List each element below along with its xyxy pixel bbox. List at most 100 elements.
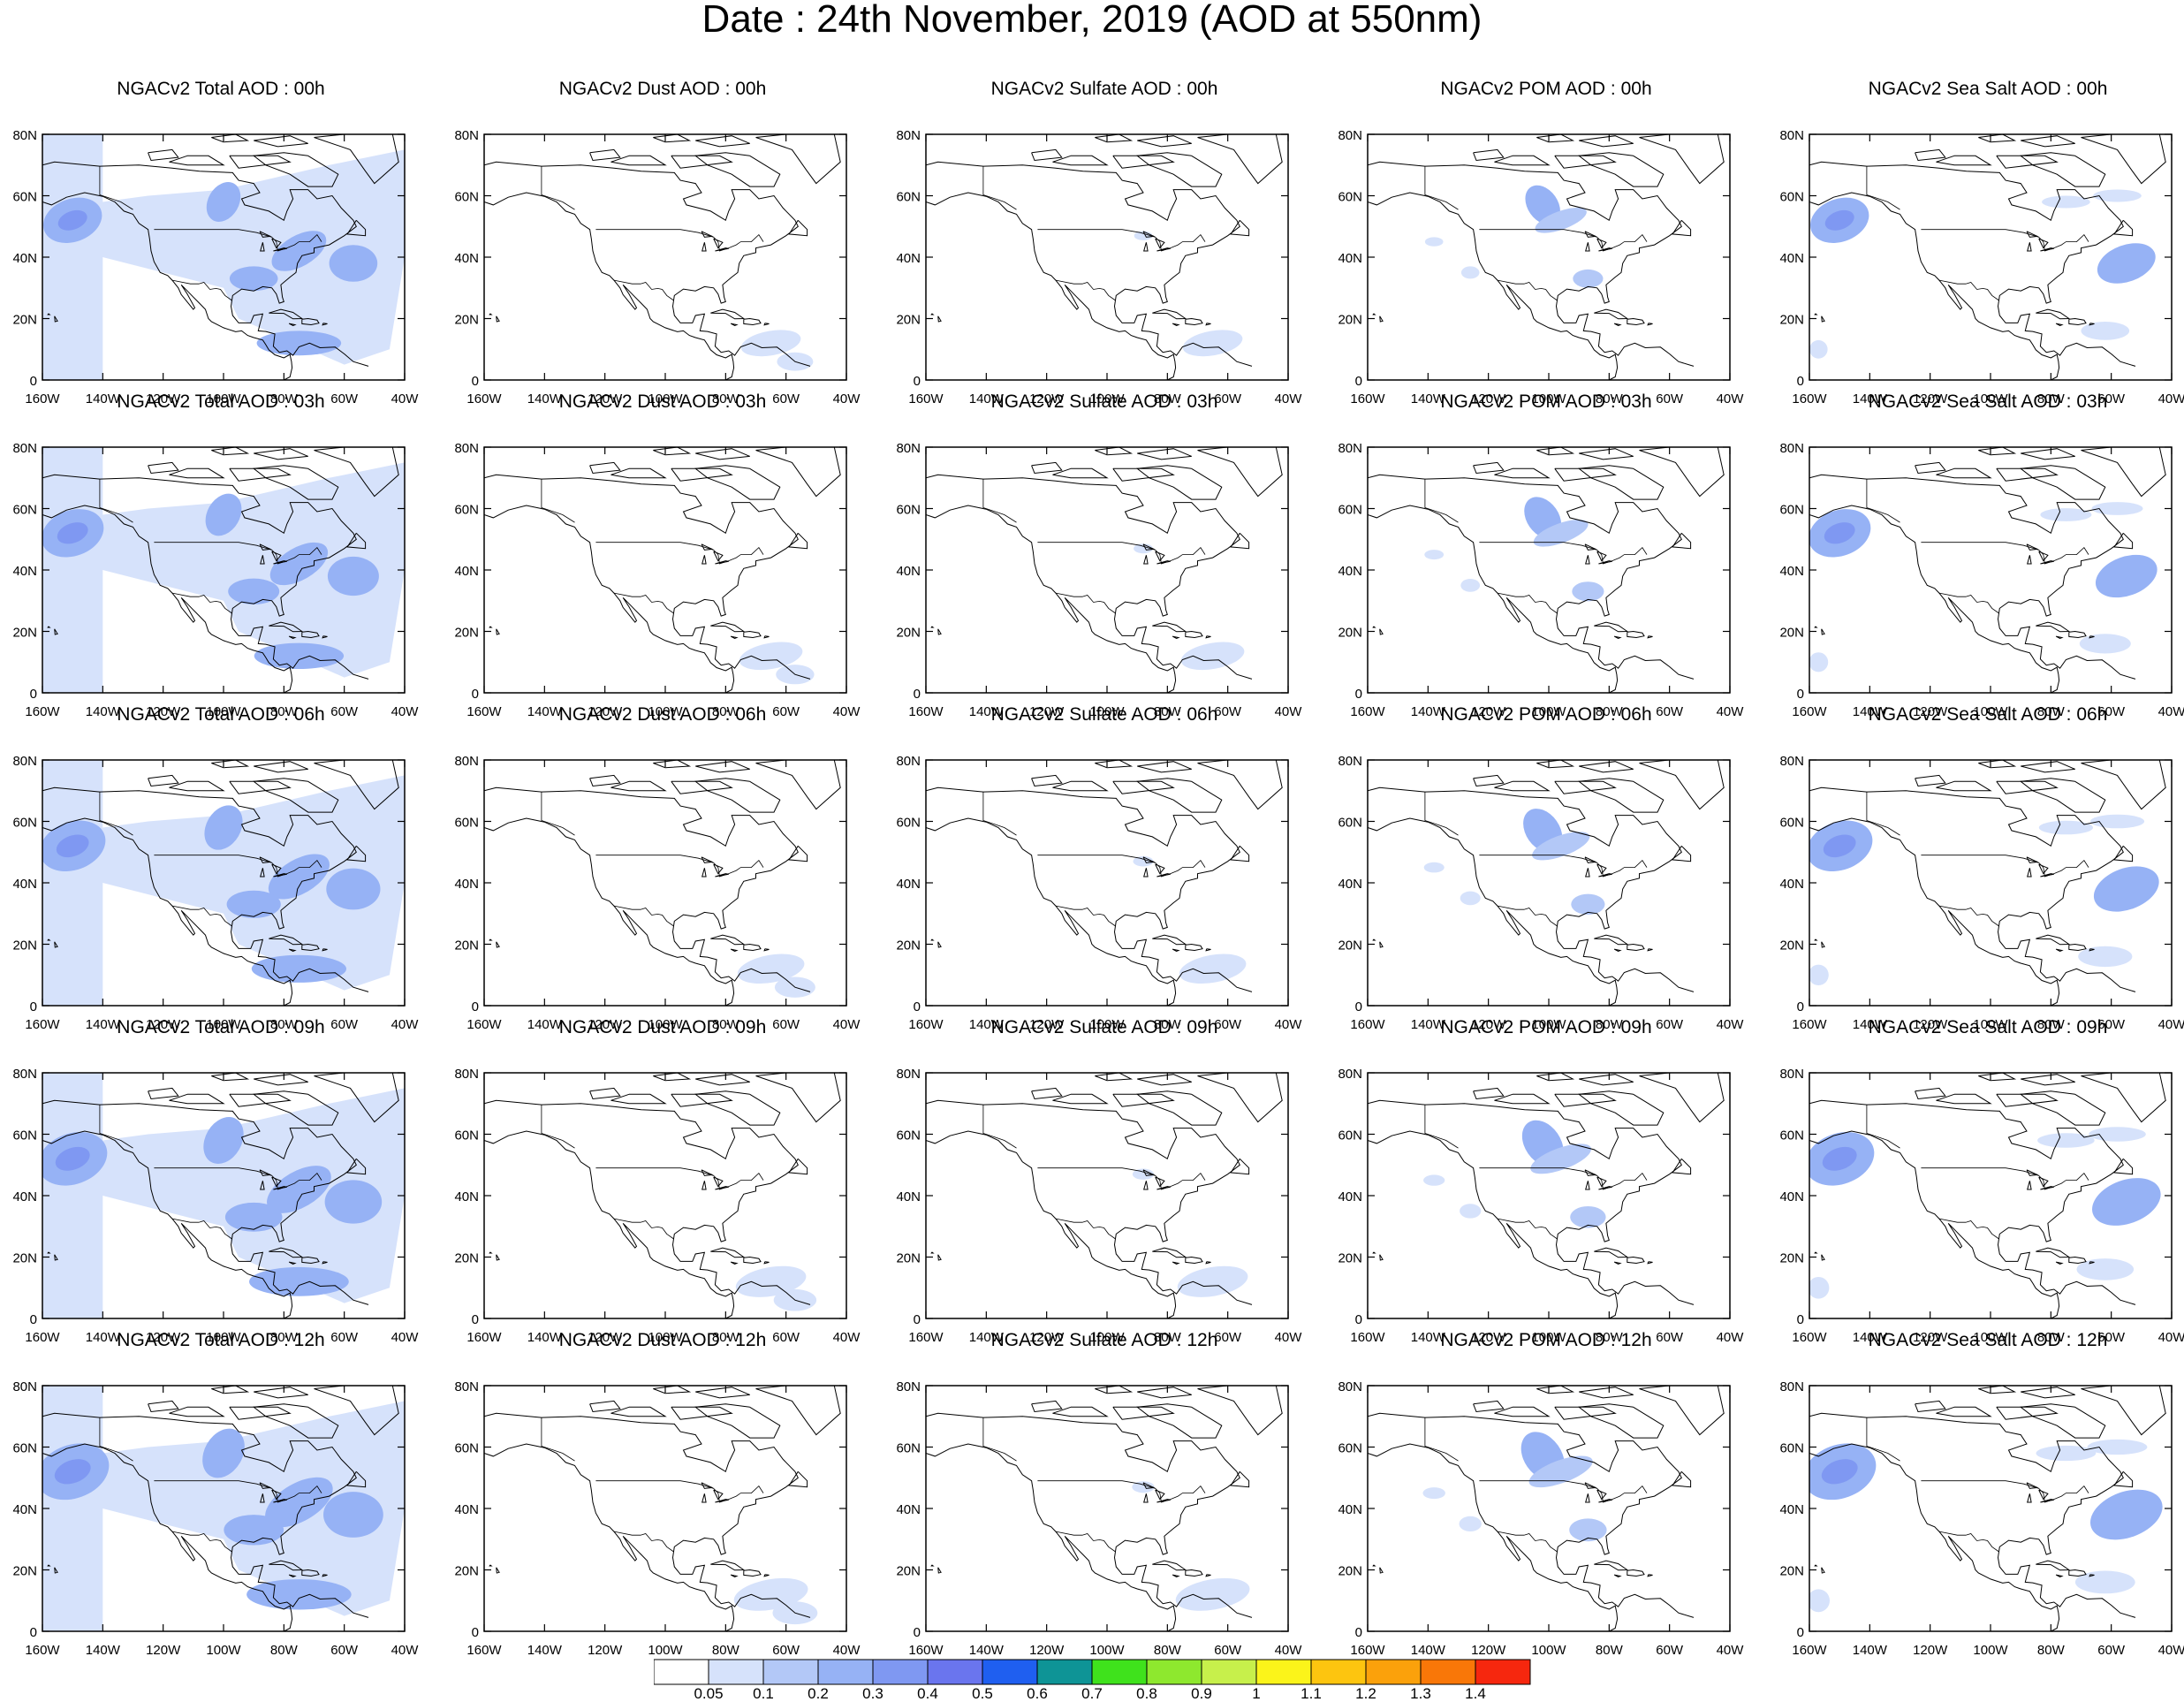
lat-label: 0	[30, 687, 37, 702]
lat-label: 60N	[454, 503, 479, 518]
us-mexico-border	[1055, 279, 1116, 301]
lat-label: 40N	[896, 1502, 921, 1517]
lat-label: 0	[30, 999, 37, 1014]
lon-label: 40W	[2158, 391, 2184, 407]
lon-label: 80W	[712, 391, 740, 407]
lat-label: 0	[1355, 1625, 1362, 1640]
panel-title: NGACv2 POM AOD : 03h	[1440, 391, 1652, 412]
aod-plume	[2093, 866, 2159, 912]
alaska-border	[1424, 1417, 1459, 1462]
lat-label: 20N	[12, 1564, 37, 1579]
lat-label: 0	[914, 374, 921, 389]
us-canada-border	[595, 855, 764, 878]
lon-label: 160W	[25, 391, 60, 407]
aod-plume	[224, 1202, 283, 1232]
lat-label: 60N	[12, 190, 37, 205]
colorbar-label: 0.6	[1027, 1685, 1048, 1700]
aod-plume	[55, 1146, 90, 1171]
aod-plume	[1423, 1174, 1445, 1186]
us-mexico-border	[1055, 592, 1116, 614]
lat-label: 40N	[12, 1502, 37, 1517]
lat-label: 0	[914, 687, 921, 702]
coastlines	[926, 134, 1283, 380]
lat-label: 20N	[454, 313, 479, 328]
lat-label: 60N	[1779, 503, 1804, 518]
map: 80N 60N 40N 20N 0 160W 140W 120W 100W 80W 60W 40W	[1338, 128, 1744, 407]
lon-label: 120W	[1029, 391, 1065, 407]
coastlines	[484, 447, 841, 693]
map: 80N 60N 40N 20N 0 160W 140W 120W 100W 80W 60W 40W	[1779, 1067, 2184, 1345]
lat-label: 60N	[454, 190, 479, 205]
lat-label: 20N	[1779, 313, 1804, 328]
aod-plume	[1535, 207, 1587, 233]
panel-title: NGACv2 Dust AOD : 06h	[558, 704, 767, 725]
aod-shading	[926, 1386, 1288, 1631]
lon-label: 80W	[270, 391, 299, 407]
coastlines	[1809, 447, 2166, 693]
lon-label: 60W	[330, 704, 359, 719]
coastlines	[1368, 447, 1725, 693]
lat-label: 0	[1797, 999, 1804, 1014]
aod-plume	[1133, 855, 1154, 867]
lon-label: 160W	[466, 391, 502, 407]
lon-label: 60W	[1656, 391, 1684, 407]
lat-label: 20N	[896, 626, 921, 641]
alaska-border	[1866, 792, 1900, 836]
aod-plume	[1809, 964, 1829, 985]
lat-label: 0	[1355, 687, 1362, 702]
map: 80N 60N 40N 20N 0 160W 140W 120W 100W 80W 60W 40W	[1779, 1379, 2184, 1658]
lon-label: 40W	[1717, 704, 1745, 719]
lon-label: 160W	[1792, 704, 1827, 719]
lat-label: 40N	[896, 877, 921, 892]
colorbar-label: 0.7	[1081, 1685, 1103, 1700]
map: 80N 60N 40N 20N 0 160W 140W 120W 100W 80W 60W 40W	[896, 128, 1302, 407]
alaska-border	[982, 792, 1017, 836]
us-mexico-border	[171, 279, 232, 301]
lon-label: 120W	[1471, 1643, 1506, 1658]
lon-label: 120W	[1471, 391, 1506, 407]
map-panel-dust-1: NGACv2 Dust AOD : 03h 80N 60N 40N 20N 0 160W 14…	[442, 392, 883, 719]
us-mexico-border	[1938, 592, 1999, 614]
us-canada-border	[1921, 1480, 2089, 1503]
lon-label: 40W	[1717, 1017, 1745, 1032]
map: 80N 60N 40N 20N 0 160W 140W 120W 100W 80W 60W 40W	[454, 1067, 861, 1345]
lat-label: 0	[30, 374, 37, 389]
lon-label: 140W	[1853, 1017, 1888, 1032]
aod-plume	[2074, 1570, 2135, 1594]
lon-label: 40W	[2158, 1643, 2184, 1658]
us-mexico-border	[613, 1531, 674, 1553]
lat-label: 20N	[1338, 626, 1362, 641]
lat-label: 60N	[1779, 190, 1804, 205]
lat-label: 0	[914, 999, 921, 1014]
aod-field	[42, 775, 405, 991]
lat-label: 0	[30, 1312, 37, 1327]
lat-label: 80N	[1779, 754, 1804, 769]
coastlines	[926, 447, 1283, 693]
lon-label: 40W	[833, 1330, 861, 1345]
coastlines	[1809, 1073, 2166, 1318]
lat-label: 60N	[896, 1441, 921, 1456]
lat-label: 40N	[454, 877, 479, 892]
lat-label: 80N	[1779, 1379, 1804, 1394]
panel-title: NGACv2 Sulfate AOD : 03h	[990, 391, 1218, 412]
lon-label: 160W	[1350, 391, 1385, 407]
lon-label: 120W	[588, 1643, 623, 1658]
lon-label: 140W	[969, 1017, 1005, 1032]
us-canada-border	[1921, 1167, 2089, 1190]
lat-label: 80N	[896, 1379, 921, 1394]
lat-label: 40N	[12, 1189, 37, 1204]
colorbar-label: 0.3	[862, 1685, 883, 1700]
lat-label: 40N	[1338, 1502, 1362, 1517]
lat-label: 0	[914, 1312, 921, 1327]
lat-label: 0	[1797, 1312, 1804, 1327]
colorbar-swatch	[1310, 1659, 1367, 1685]
aod-plume	[1459, 1516, 1482, 1531]
lat-label: 60N	[1779, 816, 1804, 831]
alaska-border	[1866, 1105, 1900, 1149]
map-panel-total-0: NGACv2 Total AOD : 00h 80N 60N 40N 20N 0 160W 1…	[0, 80, 442, 407]
lat-label: 20N	[1338, 1564, 1362, 1579]
aod-plume	[740, 330, 801, 357]
us-mexico-border	[1497, 592, 1558, 614]
lon-label: 160W	[25, 704, 60, 719]
colorbar-swatch	[817, 1659, 874, 1685]
